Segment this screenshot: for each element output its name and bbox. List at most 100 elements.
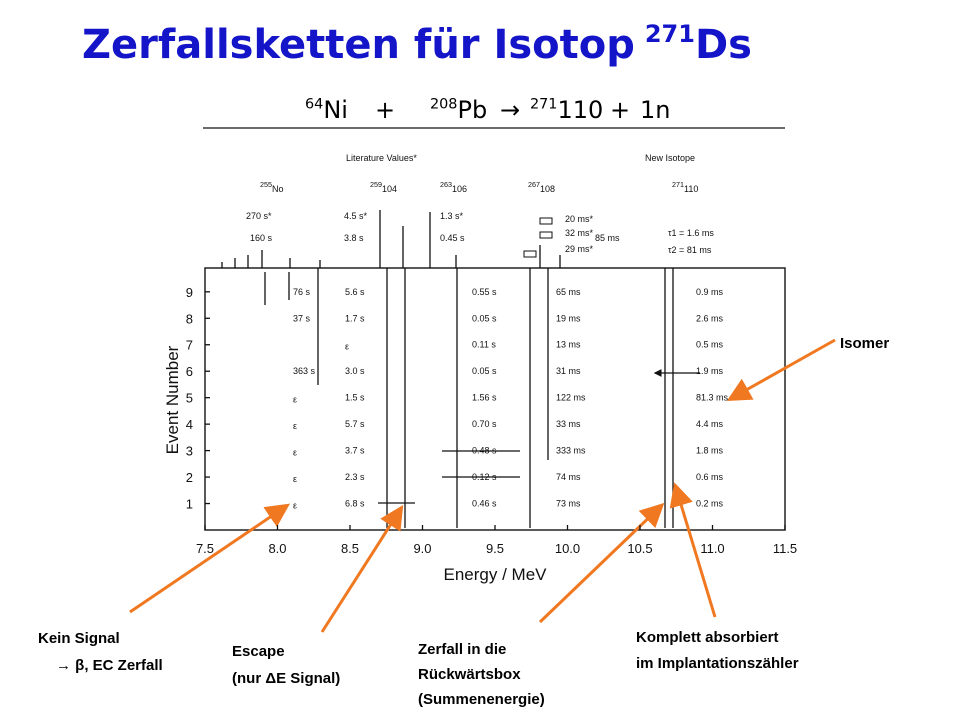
half-life: 4.5 s*	[344, 211, 368, 221]
sup: 255	[260, 180, 272, 189]
sup: 271	[530, 96, 557, 112]
text: 104	[382, 184, 397, 194]
half-life: 1.3 s*	[440, 211, 464, 221]
y-axis-label: Event Number	[163, 345, 182, 454]
y-tick-label: 1	[186, 497, 193, 512]
annotation: Kein Signal	[38, 630, 120, 647]
annotation: im Implantationszähler	[636, 655, 799, 672]
event-time: 31 ms	[556, 366, 581, 376]
text: +	[375, 96, 395, 124]
event-time: 33 ms	[556, 419, 581, 429]
event-time: 5.7 s	[345, 419, 365, 429]
text: 108	[540, 184, 555, 194]
event-time: 1.5 s	[345, 393, 365, 403]
event-time: 0.70 s	[472, 419, 497, 429]
y-tick-label: 9	[186, 285, 193, 300]
half-life: 0.45 s	[440, 233, 465, 243]
text: 110	[684, 184, 698, 194]
x-tick-label: 7.5	[196, 541, 214, 556]
text: Ni	[323, 96, 348, 124]
event-time: ε	[293, 474, 297, 484]
isotope: 255No	[260, 180, 284, 194]
event-time: 13 ms	[556, 340, 581, 350]
y-tick-label: 6	[186, 364, 193, 379]
y-tick-label: 8	[186, 311, 193, 326]
title-sup: 271	[645, 20, 695, 48]
annotation: (nur ΔE Signal)	[232, 670, 340, 687]
reaction-part: 1n	[640, 96, 670, 124]
annotation: Isomer	[840, 335, 889, 352]
x-tick-label: 11.0	[700, 541, 724, 556]
reaction-part: 64Ni	[305, 96, 348, 124]
event-time: 1.56 s	[472, 393, 497, 403]
y-tick-label: 4	[186, 417, 193, 432]
event-time: 81.3 ms	[696, 393, 729, 403]
event-time: 0.2 ms	[696, 499, 724, 509]
event-time: 122 ms	[556, 393, 586, 403]
annotation: Komplett absorbiert	[636, 629, 779, 646]
event-time: 363 s	[293, 366, 316, 376]
half-life: 32 ms*	[565, 228, 594, 238]
event-time: ε	[293, 421, 297, 431]
x-axis-label: Energy / MeV	[444, 565, 548, 584]
event-time: ε	[293, 448, 297, 458]
half-life: τ2 = 81 ms	[668, 245, 712, 255]
event-time: 4.4 ms	[696, 419, 724, 429]
event-time: 0.05 s	[472, 313, 497, 323]
annotation: (Summenenergie)	[418, 691, 545, 708]
y-tick-label: 2	[186, 470, 193, 485]
y-tick-label: 5	[186, 391, 193, 406]
slide-title: Zerfallsketten für Isotop 271Ds	[82, 20, 752, 68]
x-tick-label: 9.5	[486, 541, 504, 556]
half-life: τ1 = 1.6 ms	[668, 228, 714, 238]
event-time: 1.8 ms	[696, 446, 724, 456]
half-life: 160 s	[250, 233, 273, 243]
event-time: 0.46 s	[472, 499, 497, 509]
x-tick-label: 11.5	[773, 541, 797, 556]
header: New Isotope	[645, 153, 695, 163]
sup: 208	[430, 96, 457, 112]
half-life: 85 ms	[595, 233, 620, 243]
reaction-part: →	[500, 96, 520, 124]
arrow	[320, 504, 404, 633]
isotope: 259104	[370, 180, 397, 194]
annotation: Rückwärtsbox	[418, 666, 521, 683]
event-time: 3.7 s	[345, 446, 365, 456]
annotation: Escape	[232, 643, 285, 660]
title-text: Zerfallsketten für Isotop	[82, 22, 635, 68]
event-time: ε	[293, 395, 297, 405]
title-end: Ds	[695, 22, 752, 68]
sup: 64	[305, 96, 323, 112]
x-tick-label: 10.5	[627, 541, 652, 556]
text: 1n	[640, 96, 670, 124]
isotope: 271110	[672, 180, 698, 194]
text: No	[272, 184, 284, 194]
annotation: Zerfall in die	[418, 641, 506, 658]
half-life: 3.8 s	[344, 233, 364, 243]
arrow	[726, 338, 836, 401]
event-time: ε	[293, 501, 297, 511]
event-time: 76 s	[293, 287, 311, 297]
x-tick-label: 9.0	[413, 541, 431, 556]
half-life: 20 ms*	[565, 214, 594, 224]
event-time: 1.7 s	[345, 313, 365, 323]
event-time: 73 ms	[556, 499, 581, 509]
escape-arrows	[378, 373, 700, 504]
reaction-part: +	[375, 96, 395, 124]
isotope: 263106	[440, 180, 467, 194]
reaction-part: +	[610, 96, 630, 124]
sup: 259	[370, 180, 382, 189]
x-tick-label: 8.5	[341, 541, 359, 556]
text: 106	[452, 184, 467, 194]
x-tick-label: 8.0	[268, 541, 286, 556]
event-time: ε	[345, 342, 349, 352]
y-tick-label: 7	[186, 338, 193, 353]
text: →	[500, 96, 520, 124]
spectrum-lines	[221, 210, 561, 268]
event-time: 3.0 s	[345, 366, 365, 376]
y-tick-label: 3	[186, 444, 193, 459]
event-time: 0.48 s	[472, 446, 497, 456]
sup: 271	[672, 180, 684, 189]
event-time: 0.05 s	[472, 366, 497, 376]
boxes	[523, 217, 553, 258]
